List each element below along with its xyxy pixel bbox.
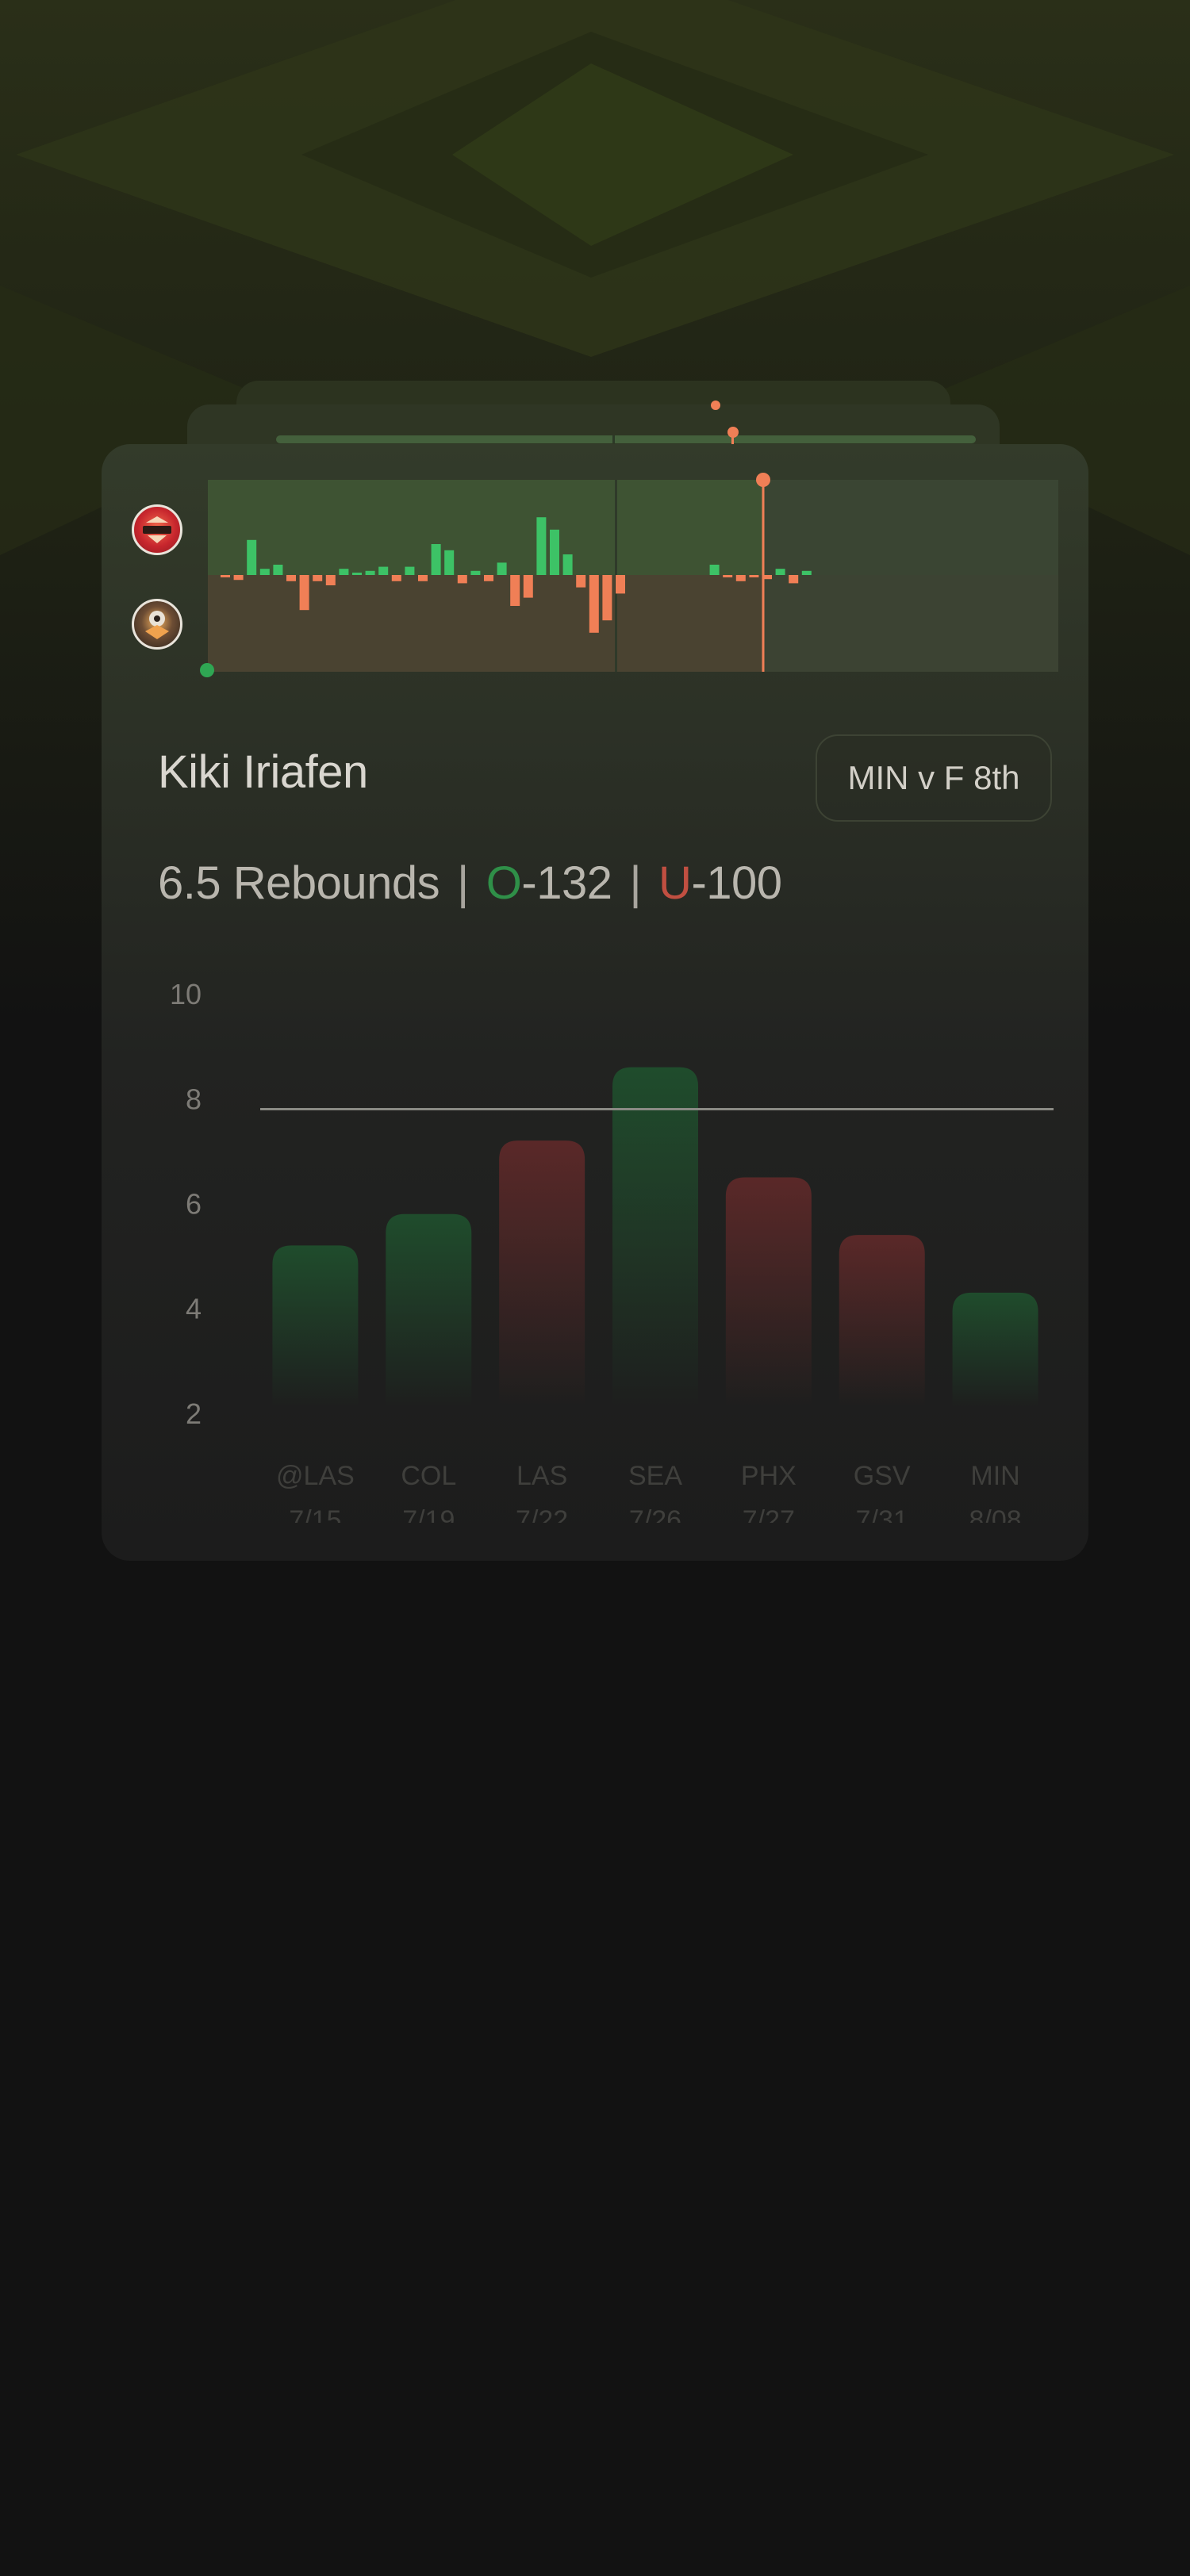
game-status-badge[interactable]: MIN v F 8th xyxy=(816,734,1052,822)
mini-bar-over xyxy=(562,554,573,575)
mini-bar-under xyxy=(391,575,401,581)
chart-bar-phx[interactable] xyxy=(725,1177,812,1407)
over-odds-value: -132 xyxy=(521,857,612,909)
mini-bar-over xyxy=(365,570,375,575)
over-letter: O xyxy=(486,857,522,909)
card-back-marker-dot xyxy=(727,427,739,438)
card-back-timeline-divider xyxy=(612,435,615,443)
mini-bar-over xyxy=(273,565,283,575)
chart-bars xyxy=(272,1067,1038,1407)
card-back-marker-dot-far xyxy=(711,401,720,410)
chart-bar-min[interactable] xyxy=(952,1292,1038,1407)
mini-bar-over xyxy=(497,562,507,575)
x-date-label: 7/15 xyxy=(289,1505,341,1523)
team-bottom-crest-icon xyxy=(145,611,169,639)
y-axis-ticks: 10 8 6 4 2 xyxy=(170,978,202,1430)
momentum-mini-chart xyxy=(200,473,1058,677)
mini-bar-over xyxy=(352,573,362,575)
mini-bar-over xyxy=(536,517,547,575)
x-category-label: @LAS xyxy=(276,1461,355,1491)
x-date-label: 7/26 xyxy=(629,1505,681,1523)
card-back-marker-stem xyxy=(731,435,734,446)
current-time-marker-dot xyxy=(756,473,770,487)
chart-bar-col[interactable] xyxy=(386,1213,472,1407)
mini-bar-over xyxy=(470,570,481,575)
prop-separator: | xyxy=(457,857,469,909)
x-date-label: 8/08 xyxy=(969,1505,1021,1523)
mini-bar-under xyxy=(723,575,733,577)
prop-stat-line: 6.5 Rebounds xyxy=(158,857,440,909)
player-prop-card[interactable]: Kiki Iriafen MIN v F 8th 6.5 Rebounds | O-… xyxy=(102,444,1088,1561)
mini-chart-bars xyxy=(221,517,812,633)
mini-bar-under xyxy=(233,575,244,581)
mini-bar-under xyxy=(762,575,772,580)
mini-bar-over xyxy=(259,569,270,575)
mini-bar-under xyxy=(221,575,230,577)
under-odds[interactable]: U-100 xyxy=(658,857,782,909)
y-tick-label: 2 xyxy=(186,1397,202,1430)
x-date-label: 7/22 xyxy=(516,1505,568,1523)
mini-bar-under xyxy=(313,575,323,581)
y-tick-label: 10 xyxy=(170,978,202,1010)
game-log-bar-chart: 10 8 6 4 2 @LAS 7/15 COL 7/19 LAS 7/22 SEA 7/26 PHX 7… xyxy=(170,978,1054,1523)
mini-bar-under xyxy=(510,575,520,606)
card-back-timeline-track xyxy=(276,435,976,443)
over-odds[interactable]: O-132 xyxy=(486,857,612,909)
mini-bar-over xyxy=(339,569,349,575)
mini-bar-under xyxy=(616,575,625,594)
mini-bar-over xyxy=(247,539,257,575)
mini-bar-under xyxy=(457,575,467,584)
x-date-label: 7/27 xyxy=(743,1505,795,1523)
team-top-crest-icon xyxy=(143,516,171,543)
x-date-label: 7/31 xyxy=(856,1505,908,1523)
team-bottom-logo xyxy=(132,599,182,650)
mini-bar-over xyxy=(709,565,720,575)
mini-bar-under xyxy=(286,575,296,581)
mini-bar-under xyxy=(749,575,759,577)
mini-bar-under xyxy=(523,575,533,598)
x-category-label: LAS xyxy=(516,1461,567,1491)
x-category-label: MIN xyxy=(970,1461,1019,1491)
chart-bar-gsv[interactable] xyxy=(839,1235,925,1407)
x-category-label: COL xyxy=(401,1461,456,1491)
mini-bar-under xyxy=(602,575,612,621)
mini-bar-over xyxy=(378,566,389,575)
mini-bar-over xyxy=(801,570,812,575)
mini-bar-over xyxy=(431,544,441,575)
mini-bar-under xyxy=(576,575,586,588)
prop-separator: | xyxy=(629,857,642,909)
x-date-label: 7/19 xyxy=(402,1505,455,1523)
team-top-logo xyxy=(132,504,182,555)
chart-bar-las[interactable] xyxy=(499,1140,585,1407)
mini-bar-over xyxy=(405,566,415,575)
chart-bar-at-las[interactable] xyxy=(272,1245,359,1407)
mini-bar-over xyxy=(775,569,785,575)
mini-chart-future-shade xyxy=(763,480,1058,672)
chart-bar-sea[interactable] xyxy=(612,1067,698,1407)
mini-bar-under xyxy=(789,575,799,584)
y-tick-label: 8 xyxy=(186,1083,202,1115)
prop-line: 6.5 Rebounds | O-132 | U-100 xyxy=(158,857,782,910)
mini-bar-over xyxy=(444,550,455,575)
mini-bar-under xyxy=(299,575,309,611)
mini-bar-under xyxy=(325,575,336,585)
mini-bar-under xyxy=(484,575,493,581)
mini-bar-under xyxy=(735,575,746,581)
y-tick-label: 6 xyxy=(186,1188,202,1221)
y-tick-label: 4 xyxy=(186,1293,202,1325)
player-name: Kiki Iriafen xyxy=(158,746,368,798)
mini-chart-start-dot xyxy=(200,663,214,677)
under-letter: U xyxy=(658,857,692,909)
x-category-label: SEA xyxy=(628,1461,682,1491)
x-category-label: PHX xyxy=(741,1461,797,1491)
x-axis-labels: @LAS 7/15 COL 7/19 LAS 7/22 SEA 7/26 PHX 7/27 GSV 7… xyxy=(276,1461,1022,1523)
mini-bar-under xyxy=(589,575,599,633)
under-odds-value: -100 xyxy=(691,857,782,909)
x-category-label: GSV xyxy=(854,1461,911,1491)
mini-bar-over xyxy=(550,529,559,575)
mini-bar-under xyxy=(418,575,428,581)
